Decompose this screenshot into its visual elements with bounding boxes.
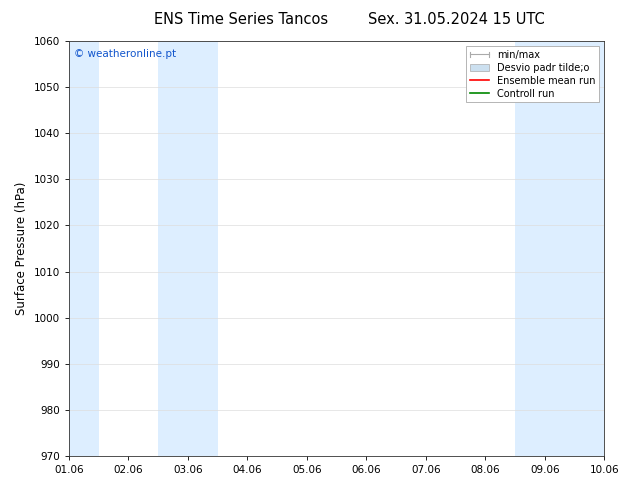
Legend: min/max, Desvio padr tilde;o, Ensemble mean run, Controll run: min/max, Desvio padr tilde;o, Ensemble m… xyxy=(466,46,599,102)
Bar xyxy=(574,41,604,456)
Bar xyxy=(515,41,574,456)
Bar xyxy=(69,41,98,456)
Text: © weatheronline.pt: © weatheronline.pt xyxy=(74,49,176,59)
Text: ENS Time Series Tancos: ENS Time Series Tancos xyxy=(154,12,328,27)
Text: Sex. 31.05.2024 15 UTC: Sex. 31.05.2024 15 UTC xyxy=(368,12,545,27)
Y-axis label: Surface Pressure (hPa): Surface Pressure (hPa) xyxy=(15,182,28,315)
Bar xyxy=(158,41,217,456)
